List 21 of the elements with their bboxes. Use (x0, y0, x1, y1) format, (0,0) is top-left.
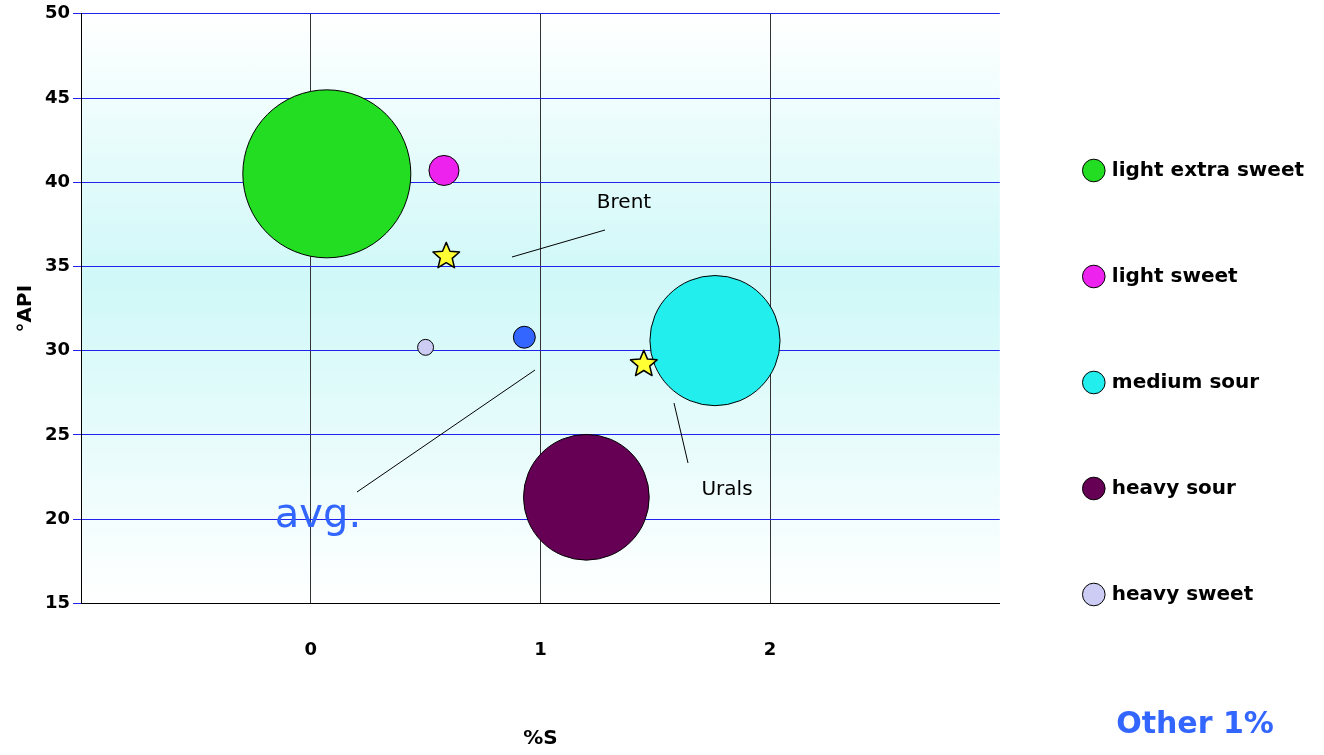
y-tick-label: 25 (44, 422, 71, 444)
annotation: Brent (596, 189, 652, 214)
y-tick-label: 30 (44, 338, 71, 360)
y-tick-label: 40 (44, 169, 71, 191)
legend-label: heavy sour (1111, 474, 1237, 499)
y-tick-label: 50 (44, 1, 71, 23)
y-tick-label: 45 (44, 85, 71, 107)
y-tick-label: 35 (44, 254, 71, 276)
text: Other 1% (1116, 704, 1274, 740)
legend-label: light extra sweet (1111, 156, 1305, 181)
annotation: Urals (701, 476, 753, 501)
x-tick-label: 2 (763, 637, 777, 659)
x-tick-label: 1 (534, 637, 547, 659)
y-tick-label: 20 (44, 506, 71, 528)
x-axis-title: %S (523, 725, 558, 750)
legend-label: medium sour (1111, 368, 1260, 393)
legend-label: heavy sweet (1111, 580, 1254, 605)
y-axis-title: °API (12, 284, 37, 333)
legend-label: light sweet (1111, 262, 1239, 287)
y-tick-label: 15 (44, 591, 71, 613)
x-tick-label: 0 (304, 637, 317, 659)
